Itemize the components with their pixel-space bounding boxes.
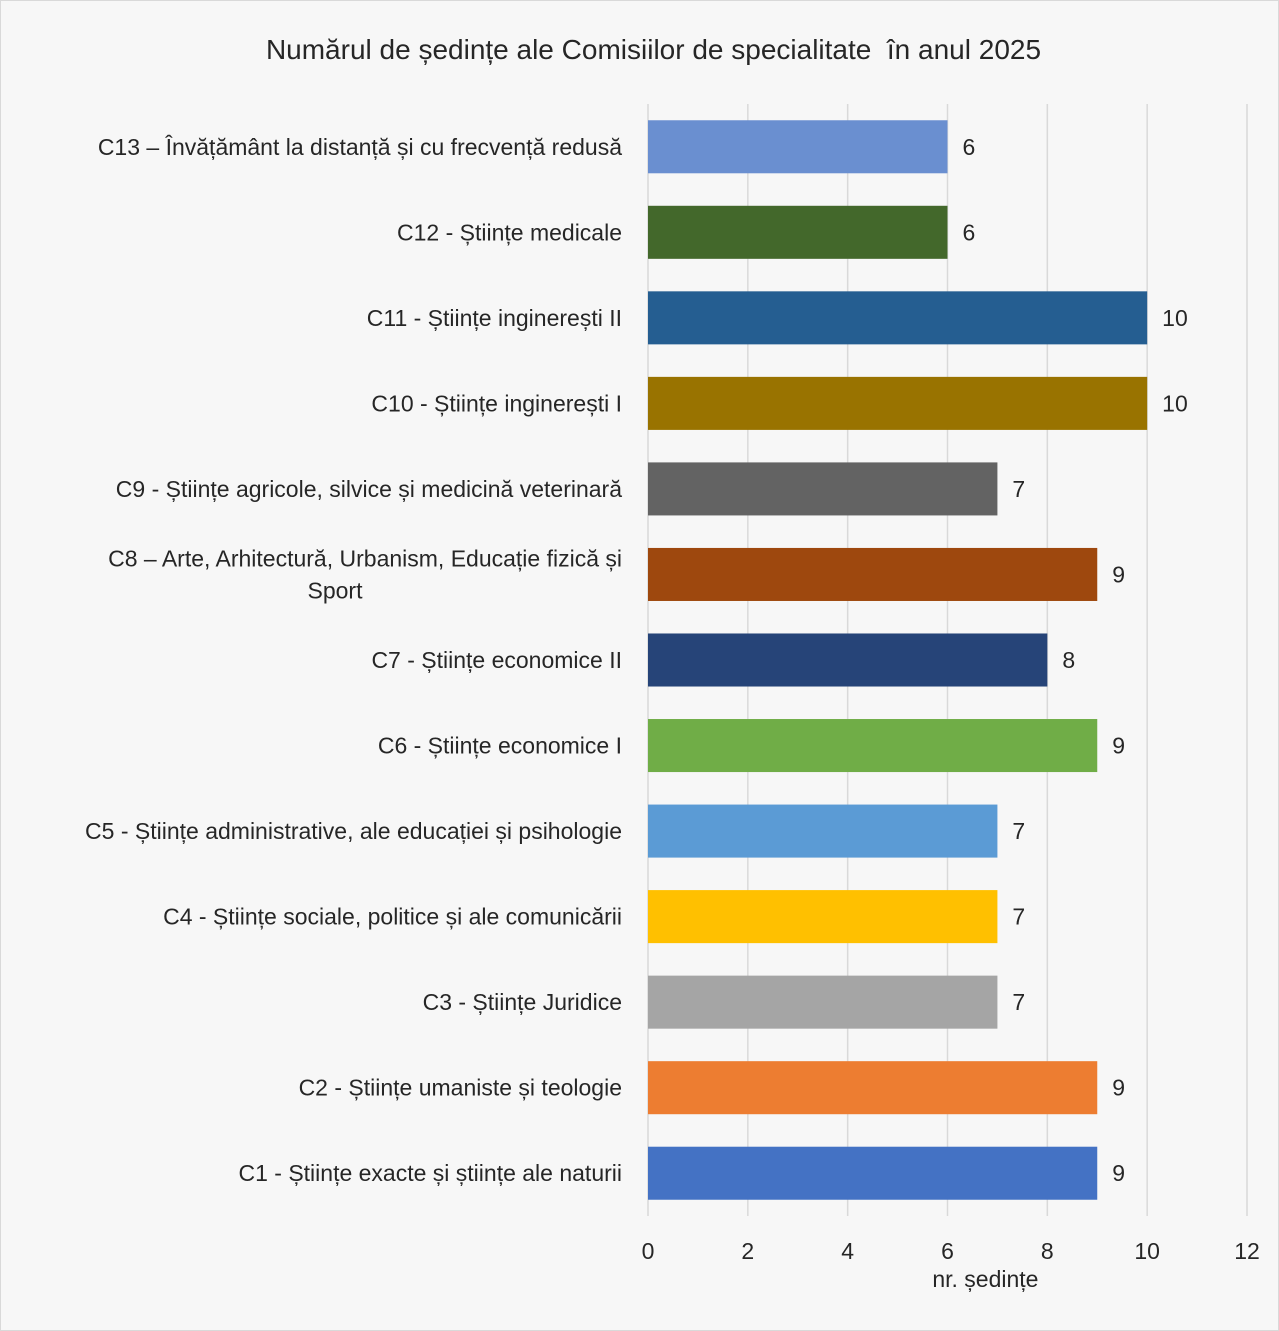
category-label: C2 - Științe umaniste și teologie bbox=[299, 1075, 622, 1101]
category-label: C1 - Științe exacte și științe ale natur… bbox=[238, 1160, 622, 1186]
data-label: 7 bbox=[1012, 989, 1025, 1015]
x-tick-label: 8 bbox=[1041, 1238, 1054, 1264]
bar-13 bbox=[648, 120, 948, 174]
x-tick-label: 6 bbox=[941, 1238, 954, 1264]
category-label: C11 - Științe inginerești II bbox=[367, 305, 622, 331]
category-label: C6 - Științe economice I bbox=[378, 733, 622, 759]
category-label: C12 - Științe medicale bbox=[397, 219, 622, 245]
x-axis-ticks: 0 2 4 6 8 10 12 bbox=[642, 1238, 1260, 1264]
bar-3 bbox=[648, 975, 998, 1029]
x-tick-label: 0 bbox=[642, 1238, 655, 1264]
category-label: C7 - Științe economice II bbox=[371, 647, 622, 673]
category-label: C10 - Științe inginerești I bbox=[371, 390, 622, 416]
data-label: 7 bbox=[1012, 818, 1025, 844]
category-label: C3 - Științe Juridice bbox=[423, 989, 622, 1015]
bars bbox=[648, 120, 1148, 1200]
x-tick-label: 10 bbox=[1134, 1238, 1160, 1264]
x-tick-label: 2 bbox=[741, 1238, 754, 1264]
bar-12 bbox=[648, 205, 948, 259]
data-label: 6 bbox=[963, 219, 976, 245]
category-label: Sport bbox=[308, 577, 364, 603]
data-label: 9 bbox=[1112, 1075, 1125, 1101]
bar-7 bbox=[648, 633, 1048, 687]
bar-2 bbox=[648, 1061, 1098, 1115]
data-label: 7 bbox=[1012, 904, 1025, 930]
data-label: 9 bbox=[1112, 1160, 1125, 1186]
x-axis-title: nr. ședințe bbox=[932, 1266, 1038, 1292]
bar-6 bbox=[648, 719, 1098, 773]
bar-5 bbox=[648, 804, 998, 858]
data-label: 10 bbox=[1162, 390, 1188, 416]
data-label: 9 bbox=[1112, 733, 1125, 759]
bar-10 bbox=[648, 376, 1148, 430]
data-label: 10 bbox=[1162, 305, 1188, 331]
data-label: 7 bbox=[1012, 476, 1025, 502]
data-label: 9 bbox=[1112, 561, 1125, 587]
bar-4 bbox=[648, 890, 998, 944]
data-label: 6 bbox=[963, 134, 976, 160]
data-label: 8 bbox=[1062, 647, 1075, 673]
x-tick-label: 4 bbox=[841, 1238, 854, 1264]
category-label: C13 – Învățământ la distanță și cu frecv… bbox=[98, 134, 622, 160]
bar-9 bbox=[648, 462, 998, 516]
bar-8 bbox=[648, 547, 1098, 601]
category-label: C8 – Arte, Arhitectură, Urbanism, Educaț… bbox=[108, 545, 622, 571]
category-label: C9 - Științe agricole, silvice și medici… bbox=[116, 476, 622, 502]
data-labels: 6 6 10 10 7 9 8 9 7 7 7 9 9 bbox=[963, 134, 1188, 1186]
x-tick-label: 12 bbox=[1234, 1238, 1260, 1264]
chart-title: Numărul de ședințe ale Comisiilor de spe… bbox=[265, 34, 1042, 65]
category-labels: C13 – Învățământ la distanță și cu frecv… bbox=[85, 134, 622, 1186]
category-label: C4 - Științe sociale, politice și ale co… bbox=[163, 904, 622, 930]
bar-11 bbox=[648, 291, 1148, 345]
category-label: C5 - Științe administrative, ale educați… bbox=[85, 818, 622, 844]
bar-1 bbox=[648, 1146, 1098, 1200]
